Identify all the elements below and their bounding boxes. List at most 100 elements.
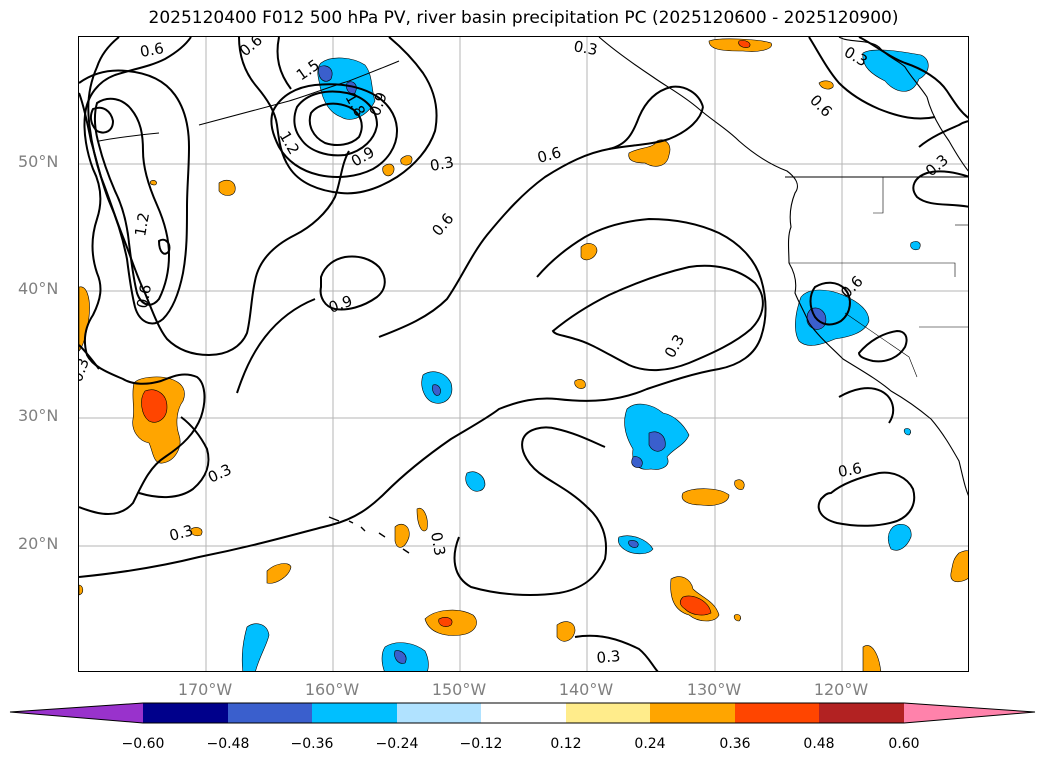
contour-label: 0.3 xyxy=(205,460,234,486)
lat-label-40n: 40°N xyxy=(18,279,59,298)
contour-label: 1.2 xyxy=(131,211,153,238)
colorbar-segment xyxy=(481,703,566,723)
pv-contour-0.3 xyxy=(912,170,968,208)
contour-label: 0.6 xyxy=(428,210,457,240)
state-border xyxy=(844,312,918,378)
colorbar-tick: −0.36 xyxy=(290,736,334,752)
map-title: 2025120400 F012 500 hPa PV, river basin … xyxy=(148,8,899,28)
pv-contour-0.6 xyxy=(378,106,704,338)
pv-contour-0.9 xyxy=(79,69,191,325)
colorbar-tick: −0.24 xyxy=(375,736,419,752)
colorbar-tick: 0.36 xyxy=(719,736,751,752)
contour-labels: 0.3 0.3 0.3 0.3 0.3 0.3 0.3 0.3 0.3 0.3 … xyxy=(79,37,952,667)
contour-label: 0.6 xyxy=(133,283,155,310)
contour-label: 0.9 xyxy=(348,143,378,171)
lon-label-150w: 150°W xyxy=(431,680,487,699)
state-border xyxy=(789,262,956,277)
pv-contour-0.3 xyxy=(79,37,206,515)
map-plot-area: 0.3 0.3 0.3 0.3 0.3 0.3 0.3 0.3 0.3 0.3 … xyxy=(78,36,969,672)
lon-label-140w: 140°W xyxy=(558,680,614,699)
precip-blob-pos xyxy=(79,584,84,596)
precip-blob-pos xyxy=(681,488,730,506)
precip-positive-regions xyxy=(79,38,968,671)
lon-label-170w: 170°W xyxy=(177,680,233,699)
pv-contour-0.3 xyxy=(809,281,851,326)
pv-contour-0.3 xyxy=(918,120,968,148)
pv-contour-1.8 xyxy=(308,102,363,146)
precip-blob-neg xyxy=(910,241,921,251)
precip-blob-pos xyxy=(218,179,236,196)
precip-blob-pos xyxy=(580,243,598,261)
precip-blob-pos-core xyxy=(141,389,168,423)
precip-blob-pos xyxy=(266,563,292,584)
pv-contour-0.6 xyxy=(536,217,767,402)
contour-label: 0.3 xyxy=(922,151,952,180)
colorbar-segment xyxy=(566,703,650,723)
colorbar-segment xyxy=(650,703,735,723)
pv-contour-0.3 xyxy=(574,634,659,671)
precip-blob-neg xyxy=(903,428,911,436)
contour-label: 0.6 xyxy=(837,459,864,481)
pv-contour-1.5 xyxy=(157,238,171,255)
precip-blob-neg xyxy=(862,49,929,92)
precip-blob-neg xyxy=(887,524,912,551)
pv-contour-0.6 xyxy=(808,37,936,120)
contour-label: 0.3 xyxy=(427,531,449,558)
coastline-alaska-canada xyxy=(838,37,968,172)
precip-blob-neg-core xyxy=(394,650,407,664)
precip-blob-pos xyxy=(734,479,745,490)
precip-blob-pos xyxy=(416,507,428,532)
colorbar xyxy=(9,702,1036,724)
contour-label: 0.6 xyxy=(806,91,836,121)
precip-blob-neg xyxy=(241,623,270,671)
colorbar-segment xyxy=(10,703,143,723)
precip-blob-neg-core xyxy=(648,431,666,452)
colorbar-segment xyxy=(143,703,228,723)
pv-contour-1.2 xyxy=(270,83,399,178)
precip-blob-pos-core xyxy=(438,617,453,627)
lon-label-120w: 120°W xyxy=(813,680,869,699)
pv-contour-0.6 xyxy=(857,329,908,363)
pv-contour-0.6 xyxy=(87,37,350,357)
coastline-aleutians xyxy=(198,60,400,126)
precip-blob-pos xyxy=(556,621,576,642)
contour-label: 0.6 xyxy=(139,39,166,61)
precip-blob-pos xyxy=(382,163,395,177)
precip-blob-neg-core xyxy=(346,81,357,94)
precip-blob-pos xyxy=(862,645,882,671)
pv-contours xyxy=(79,37,968,671)
pv-contour-1.2 xyxy=(93,97,171,306)
pv-contour-0.9 xyxy=(238,37,438,195)
contour-label: 0.9 xyxy=(326,292,355,317)
colorbar-tick: 0.24 xyxy=(634,736,666,752)
lat-label-30n: 30°N xyxy=(18,406,59,425)
precip-blob-pos xyxy=(950,550,968,583)
colorbar-segment xyxy=(397,703,481,723)
colorbar-segment xyxy=(735,703,819,723)
pv-contour-0.9 xyxy=(319,255,386,311)
contour-label: 1.5 xyxy=(293,56,323,84)
pv-contour-0.6 xyxy=(276,37,292,90)
coastline-aleutians xyxy=(98,132,160,142)
pv-contour-0.3 xyxy=(838,387,895,424)
precip-blob-pos-core xyxy=(738,40,751,48)
pv-contour-0.3 xyxy=(858,37,968,119)
precip-blob-pos xyxy=(574,379,586,389)
precip-blob-pos xyxy=(149,180,157,186)
precip-blob-neg-core xyxy=(631,456,643,468)
precip-blob-neg-core xyxy=(318,65,333,82)
pv-contour-0.6 xyxy=(608,85,704,150)
precip-blob-pos xyxy=(400,155,413,166)
precip-blob-neg-core xyxy=(628,540,639,548)
state-border xyxy=(873,177,884,214)
colorbar-segment xyxy=(228,703,312,723)
contour-label: 0.3 xyxy=(429,153,456,175)
pv-contour-1.5 xyxy=(293,90,379,157)
colorbar-segment xyxy=(312,703,397,723)
lat-label-20n: 20°N xyxy=(18,534,59,553)
pv-contour-0.3 xyxy=(79,344,100,370)
pv-contour-0.3 xyxy=(453,426,607,596)
colorbar-segment xyxy=(819,703,904,723)
pv-contour-0.3 xyxy=(551,264,764,371)
colorbar-tick: −0.12 xyxy=(459,736,503,752)
